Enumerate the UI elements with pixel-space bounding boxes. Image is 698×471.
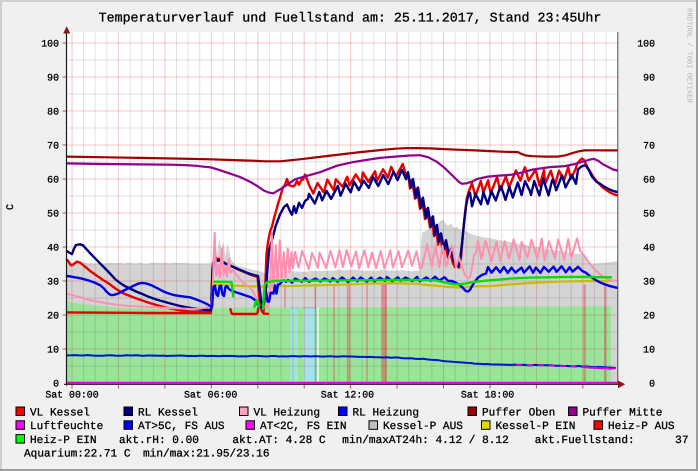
svg-text:Kessel-P EIN: Kessel-P EIN [496, 420, 576, 433]
svg-text:30: 30 [47, 277, 59, 288]
svg-text:10: 10 [643, 345, 655, 356]
svg-text:90: 90 [643, 73, 655, 84]
svg-text:100: 100 [637, 39, 655, 50]
svg-text:akt.AT: 4.28 C: akt.AT: 4.28 C [232, 434, 326, 447]
svg-text:50: 50 [643, 209, 655, 220]
svg-text:80: 80 [643, 107, 655, 118]
svg-text:10: 10 [47, 345, 59, 356]
svg-text:min/maxAT24h: 4.12 / 8.12: min/maxAT24h: 4.12 / 8.12 [342, 434, 508, 447]
svg-text:VL Heizung: VL Heizung [254, 406, 321, 419]
svg-text:Luftfeuchte: Luftfeuchte [30, 420, 103, 433]
svg-text:Heiz-P EIN: Heiz-P EIN [30, 434, 97, 447]
svg-text:30: 30 [643, 277, 655, 288]
svg-text:Sat 00:00: Sat 00:00 [45, 390, 98, 401]
svg-text:AT<2C, FS EIN: AT<2C, FS EIN [260, 421, 347, 433]
svg-text:40: 40 [643, 243, 655, 254]
svg-text:Kessel-P AUS: Kessel-P AUS [383, 420, 463, 433]
svg-text:70: 70 [47, 141, 59, 152]
svg-text:Sat 18:00: Sat 18:00 [461, 390, 514, 401]
svg-text:100: 100 [41, 39, 59, 50]
svg-text:RRDTOOL / TOBI OETIKER: RRDTOOL / TOBI OETIKER [685, 8, 694, 104]
svg-text:Sat 12:00: Sat 12:00 [321, 390, 374, 401]
svg-text:20: 20 [643, 311, 655, 322]
svg-text:RL Heizung: RL Heizung [353, 406, 420, 419]
svg-text:20: 20 [47, 311, 59, 322]
svg-text:C: C [6, 204, 17, 210]
svg-text:37: 37 [675, 435, 688, 447]
svg-text:Aquarium:22.71 C: Aquarium:22.71 C [24, 448, 131, 461]
svg-text:0: 0 [649, 379, 655, 390]
svg-text:90: 90 [47, 73, 59, 84]
svg-text:akt.Fuellstand:: akt.Fuellstand: [535, 434, 635, 447]
svg-text:Temperaturverlauf und Fuellsta: Temperaturverlauf und Fuellstand am: 25.… [99, 11, 602, 26]
svg-text:AT>5C, FS AUS: AT>5C, FS AUS [138, 421, 225, 433]
svg-text:Sat 06:00: Sat 06:00 [184, 390, 237, 401]
svg-text:40: 40 [47, 243, 59, 254]
svg-text:VL Kessel: VL Kessel [30, 406, 90, 419]
svg-text:akt.rH: 0.00: akt.rH: 0.00 [119, 434, 199, 447]
svg-text:min/max:21.95/23.16: min/max:21.95/23.16 [143, 448, 270, 461]
svg-text:RL Kessel: RL Kessel [138, 406, 198, 419]
svg-text:80: 80 [47, 107, 59, 118]
svg-text:70: 70 [643, 141, 655, 152]
svg-text:50: 50 [47, 209, 59, 220]
svg-text:60: 60 [643, 175, 655, 186]
svg-text:60: 60 [47, 175, 59, 186]
svg-text:Puffer Oben: Puffer Oben [482, 406, 555, 419]
svg-text:Heiz-P AUS: Heiz-P AUS [608, 420, 675, 433]
svg-text:0: 0 [53, 379, 59, 390]
svg-text:Puffer Mitte: Puffer Mitte [583, 406, 663, 419]
